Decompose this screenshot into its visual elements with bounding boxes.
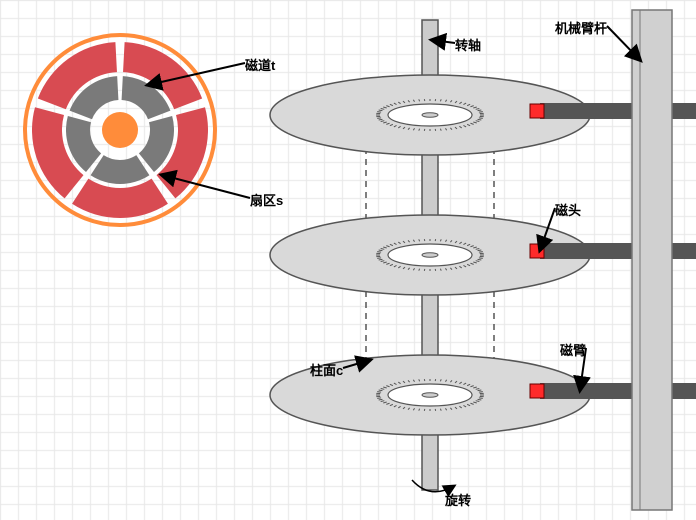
label-rotate: 旋转	[445, 490, 471, 509]
label-sector: 扇区s	[250, 190, 283, 209]
label-cylinder: 柱面c	[310, 360, 343, 379]
label-arm: 磁臂	[560, 340, 586, 359]
label-head: 磁头	[555, 200, 581, 219]
label-arm-rod: 机械臂杆	[555, 18, 607, 37]
label-spindle: 转轴	[455, 35, 481, 54]
diagram-svg	[0, 0, 696, 520]
disk-top-view	[25, 35, 215, 225]
label-track: 磁道t	[245, 55, 275, 74]
disk-side-view	[270, 10, 696, 510]
